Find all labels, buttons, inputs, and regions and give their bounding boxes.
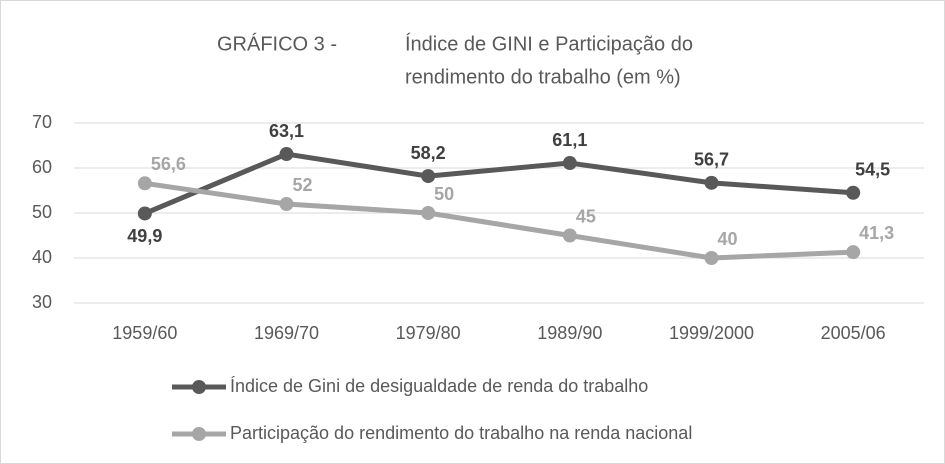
y-tick-label: 50 bbox=[32, 202, 52, 222]
point bbox=[562, 228, 577, 243]
point bbox=[562, 156, 577, 171]
point bbox=[846, 245, 861, 260]
point bbox=[704, 251, 719, 265]
y-tick-label: 40 bbox=[32, 247, 52, 267]
data-label: 52 bbox=[293, 175, 313, 195]
data-label: 49,9 bbox=[127, 226, 162, 246]
legend-marker bbox=[192, 380, 206, 394]
x-tick-label: 1969/70 bbox=[254, 323, 319, 343]
x-tick-label: 1989/90 bbox=[537, 323, 602, 343]
data-label: 54,5 bbox=[855, 160, 890, 180]
data-label: 40 bbox=[718, 229, 738, 249]
data-label: 63,1 bbox=[269, 121, 304, 141]
x-tick-label: 1999/2000 bbox=[669, 323, 754, 343]
x-tick-label: 1979/80 bbox=[396, 323, 461, 343]
y-tick-label: 30 bbox=[32, 292, 52, 312]
point bbox=[279, 147, 294, 162]
x-tick-label: 2005/06 bbox=[821, 323, 886, 343]
y-tick-label: 70 bbox=[32, 112, 52, 132]
data-label: 61,1 bbox=[552, 130, 587, 150]
point bbox=[421, 206, 436, 220]
data-label: 41,3 bbox=[859, 223, 894, 243]
point bbox=[279, 197, 294, 211]
legend-label: Participação do rendimento do trabalho n… bbox=[230, 423, 692, 443]
chart-subtitle: rendimento do trabalho (em %) bbox=[405, 66, 681, 88]
chart-subtitle: Índice de GINI e Participação do bbox=[405, 32, 693, 55]
data-label: 45 bbox=[576, 206, 596, 226]
data-label: 56,6 bbox=[151, 154, 186, 174]
data-label: 56,7 bbox=[694, 150, 729, 170]
point bbox=[704, 175, 719, 190]
series-line bbox=[143, 151, 854, 216]
x-tick-label: 1959/60 bbox=[112, 323, 177, 343]
data-label: 50 bbox=[434, 184, 454, 204]
data-label: 58,2 bbox=[411, 143, 446, 163]
point bbox=[421, 169, 436, 184]
point bbox=[846, 185, 861, 200]
series-line bbox=[144, 180, 854, 261]
legend-marker bbox=[192, 427, 206, 441]
legend-label: Índice de Gini de desigualdade de renda … bbox=[230, 376, 648, 396]
point bbox=[137, 206, 152, 221]
chart-title: GRÁFICO 3 - bbox=[217, 32, 337, 55]
y-tick-label: 60 bbox=[32, 157, 52, 177]
point bbox=[137, 176, 152, 191]
